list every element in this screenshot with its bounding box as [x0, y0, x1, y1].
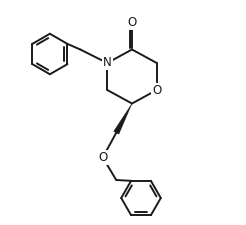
Text: O: O	[152, 83, 161, 97]
Text: O: O	[98, 151, 107, 164]
Text: N: N	[103, 56, 112, 70]
Text: O: O	[127, 16, 137, 29]
Polygon shape	[114, 104, 132, 134]
